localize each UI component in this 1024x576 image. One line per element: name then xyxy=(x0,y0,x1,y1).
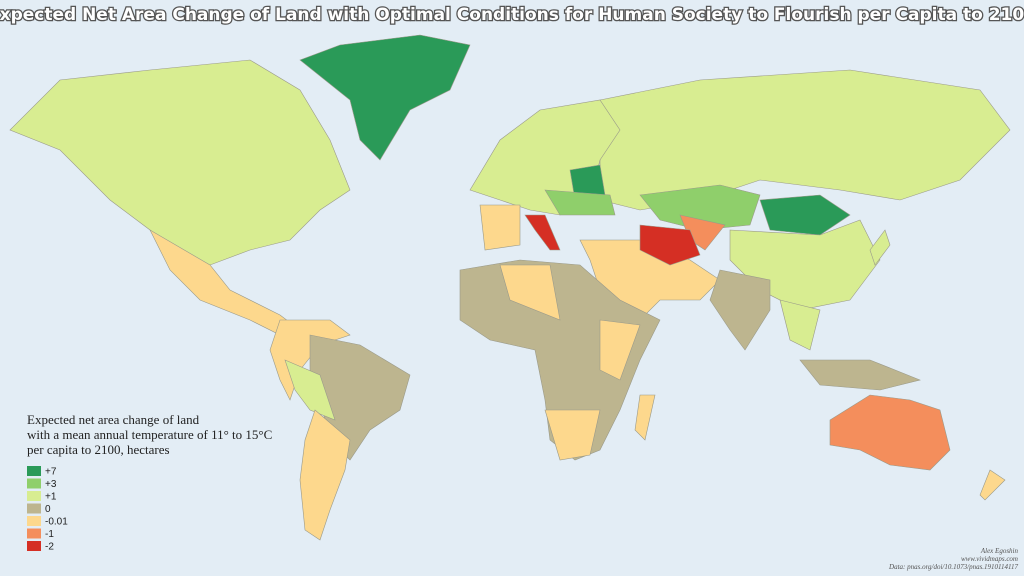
bolivia xyxy=(284,359,336,421)
legend-label: +3 xyxy=(45,479,57,490)
legend-label: -2 xyxy=(45,542,54,553)
southern-africa xyxy=(544,409,601,461)
kazakhstan xyxy=(639,184,761,231)
ukraine xyxy=(544,189,616,216)
legend-swatch xyxy=(27,503,41,514)
australia xyxy=(829,394,951,471)
legend-swatch xyxy=(27,478,41,489)
legend-swatch xyxy=(27,528,41,539)
spain xyxy=(479,204,521,251)
india xyxy=(709,269,771,351)
legend-label: 0 xyxy=(45,504,51,515)
africa xyxy=(459,259,661,461)
southern-cone xyxy=(299,409,351,541)
southeast-asia xyxy=(779,299,821,351)
italy xyxy=(524,214,561,251)
map-title: Expected Net Area Change of Land with Op… xyxy=(0,5,1024,25)
credit: Data: pnas.org/doi/10.1073/pnas.19101141… xyxy=(888,563,1018,571)
japan xyxy=(869,229,891,266)
legend-label: -1 xyxy=(45,529,54,540)
legend-label: +1 xyxy=(45,492,57,503)
countries xyxy=(9,34,1011,541)
credit: www.vividmaps.com xyxy=(961,555,1018,563)
indonesia xyxy=(799,359,921,391)
north-america xyxy=(9,59,351,266)
greenland xyxy=(299,34,471,161)
mongolia xyxy=(759,194,851,236)
legend-swatch xyxy=(27,541,41,551)
madagascar xyxy=(634,394,656,441)
legend-swatch xyxy=(27,491,41,501)
legend-swatch xyxy=(27,516,41,526)
legend-swatch xyxy=(27,466,41,476)
legend-title: per capita to 2100, hectares xyxy=(27,442,170,457)
libya xyxy=(499,264,561,321)
russia xyxy=(599,69,1011,211)
legend-title: Expected net area change of land xyxy=(27,412,200,427)
east-africa xyxy=(599,319,641,381)
legend-title: with a mean annual temperature of 11° to… xyxy=(27,427,272,442)
credit: Alex Egoshin xyxy=(980,547,1019,555)
legend-label: -0.01 xyxy=(45,517,68,528)
legend-label: +7 xyxy=(45,467,57,478)
turkmenistan xyxy=(639,224,701,266)
new-zealand xyxy=(979,469,1006,501)
